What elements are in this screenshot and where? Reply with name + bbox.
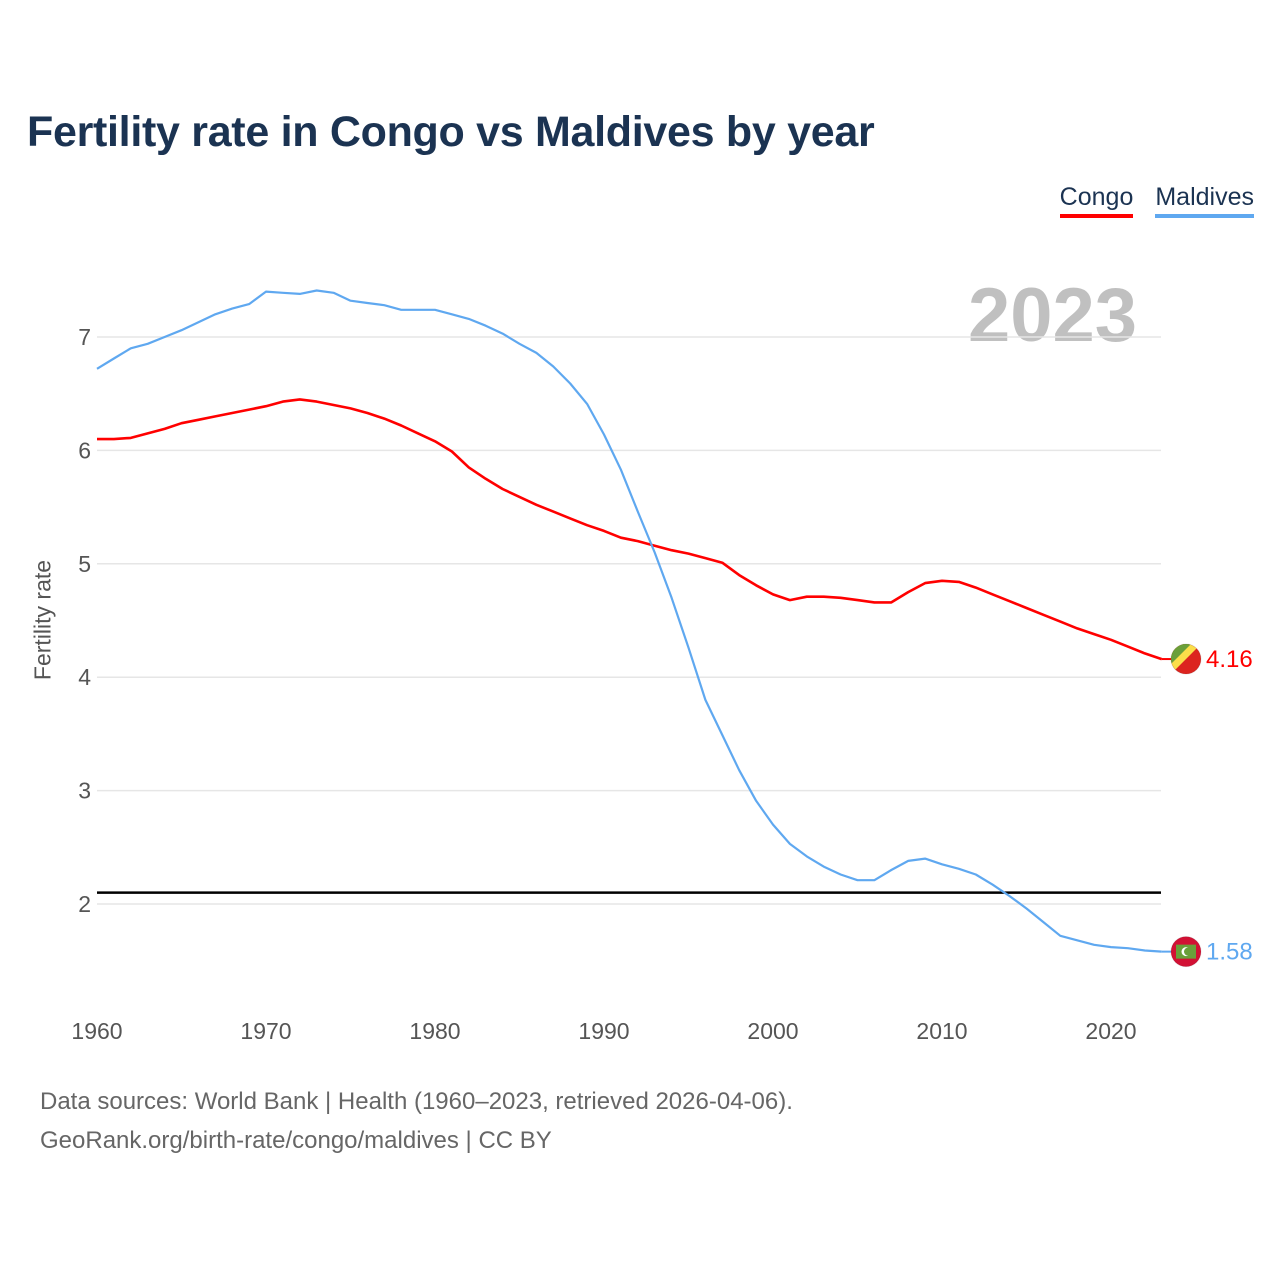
- x-tick-label: 1980: [409, 1018, 460, 1044]
- legend-item-maldives[interactable]: Maldives: [1155, 183, 1254, 218]
- x-tick-label: 1990: [578, 1018, 629, 1044]
- y-tick-label: 6: [78, 437, 91, 463]
- current-year-label: 2023: [968, 273, 1138, 358]
- y-tick-label: 4: [78, 664, 91, 690]
- x-tick-label: 2010: [916, 1018, 967, 1044]
- flag-body: [1171, 644, 1201, 675]
- chart-title: Fertility rate in Congo vs Maldives by y…: [27, 108, 875, 156]
- footer-source: Data sources: World Bank | Health (1960–…: [40, 1088, 793, 1115]
- flag-outline: [1170, 643, 1202, 675]
- flag-body: [1171, 936, 1201, 967]
- y-tick-label: 7: [78, 324, 91, 350]
- congo-flag-icon: [1170, 643, 1202, 675]
- maldives-flag-icon: [1170, 936, 1202, 968]
- legend-item-congo[interactable]: Congo: [1059, 183, 1134, 218]
- end-value-label-maldives: 1.58: [1206, 939, 1253, 966]
- y-tick-label: 2: [78, 891, 91, 917]
- x-tick-label: 1970: [240, 1018, 291, 1044]
- x-tick-label: 2020: [1085, 1018, 1136, 1044]
- legend: Congo Maldives: [1059, 183, 1254, 218]
- series-line-congo: [97, 398, 1163, 661]
- flag-outline: [1170, 936, 1202, 968]
- y-tick-label: 5: [78, 551, 91, 577]
- flag-green: [1171, 644, 1192, 666]
- x-tick-label: 2000: [747, 1018, 798, 1044]
- x-tick-label: 1960: [71, 1018, 122, 1044]
- y-tick-label: 3: [78, 778, 91, 804]
- flag-crescent-cut: [1184, 947, 1192, 956]
- series-line-maldives: [96, 289, 1162, 953]
- end-value-label-congo: 4.16: [1206, 646, 1253, 673]
- footer-link[interactable]: GeoRank.org/birth-rate/congo/maldives | …: [40, 1127, 552, 1154]
